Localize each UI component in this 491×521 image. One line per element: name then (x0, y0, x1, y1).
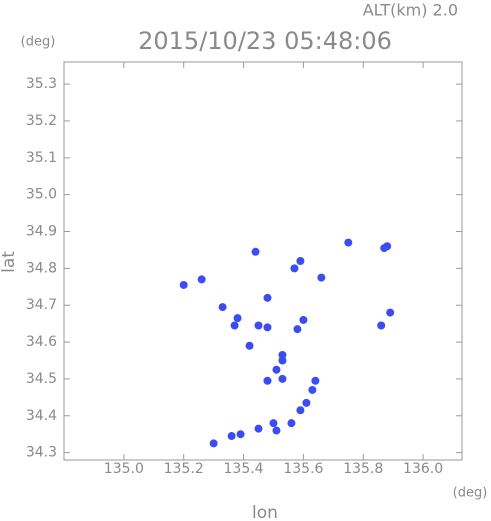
echo-point (278, 350, 287, 359)
y-axis-label: lat (0, 251, 19, 273)
y-unit: (deg) (21, 35, 56, 50)
echo-point (269, 419, 278, 428)
echo-point (251, 247, 260, 256)
echo-point (383, 242, 392, 251)
echo-point (245, 341, 254, 350)
echo-point (278, 356, 287, 365)
echo-point (302, 398, 311, 407)
echo-point (311, 376, 320, 385)
echo-point (290, 264, 299, 273)
chart-title: 2015/10/23 05:48:06 (138, 27, 392, 55)
y-tick-label: 35.2 (26, 113, 57, 129)
echo-point (299, 315, 308, 324)
echo-point (209, 439, 218, 448)
x-tick-label: 136.0 (403, 461, 443, 477)
plot-frame (63, 61, 463, 461)
echo-point (296, 257, 305, 265)
echo-point (263, 293, 272, 302)
x-tick-label: 135.2 (164, 461, 204, 477)
echo-point (377, 321, 386, 330)
echo-point (287, 419, 296, 428)
y-tick-label: 34.4 (26, 408, 57, 424)
y-tick-label: 34.5 (26, 371, 57, 387)
echo-point (317, 273, 326, 282)
echo-point (230, 321, 239, 330)
y-tick-label: 34.6 (26, 334, 57, 350)
y-tick-label: 34.7 (26, 297, 57, 313)
x-tick-label: 135.8 (343, 461, 383, 477)
x-tick-label: 135.4 (224, 461, 264, 477)
altitude-label: ALT(km) 2.0 (363, 1, 458, 20)
y-tick-label: 34.3 (26, 445, 57, 461)
echo-point (272, 365, 281, 374)
x-tick-label: 135.6 (283, 461, 323, 477)
echo-point (254, 321, 263, 330)
echo-point (218, 303, 227, 312)
echo-point (227, 432, 236, 441)
echo-point (278, 374, 287, 383)
y-tick-label: 35.1 (26, 150, 57, 166)
echo-point (272, 426, 281, 435)
echo-point (344, 238, 353, 247)
echo-point (233, 314, 242, 323)
y-tick-label: 35.3 (26, 76, 57, 92)
x-unit: (deg) (453, 486, 488, 501)
y-tick-label: 34.8 (26, 260, 57, 276)
echo-point (293, 325, 302, 334)
echo-point (296, 406, 305, 415)
echo-point (263, 376, 272, 385)
x-axis-label: lon (252, 503, 278, 521)
echo-point (236, 430, 245, 439)
x-tick-label: 135.0 (104, 461, 144, 477)
echo-point (386, 308, 395, 317)
y-tick-label: 35.0 (26, 187, 57, 203)
y-tick-label: 34.9 (26, 224, 57, 240)
echo-point (308, 385, 317, 394)
echo-point (254, 424, 263, 433)
echo-point (263, 323, 272, 332)
echo-point (197, 275, 206, 284)
echo-point (179, 280, 188, 289)
